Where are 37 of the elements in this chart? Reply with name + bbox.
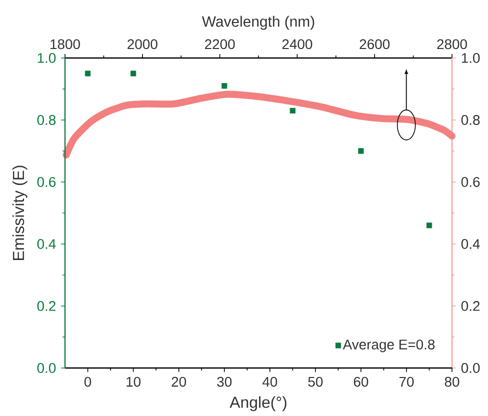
x2-tick-label: 2600: [360, 39, 390, 50]
point: [290, 108, 296, 114]
y-tick-label: 0.0: [37, 363, 56, 373]
x-tick-label: 0: [84, 376, 92, 387]
x2-tick-label: 2200: [204, 39, 235, 50]
x-tick-label: 20: [172, 376, 186, 387]
x2-tick-label: 2800: [437, 39, 467, 50]
point: [358, 148, 364, 154]
y2-tick-label: 0.2: [461, 301, 480, 311]
x2-tick-label: 1800: [50, 39, 80, 50]
y2-tick-label: 1.0: [462, 53, 480, 63]
y-axis-title: Emissivity (E): [12, 166, 28, 260]
point: [426, 222, 432, 228]
y2-tick-label: 0.0: [461, 363, 480, 373]
point: [222, 83, 228, 89]
point: [130, 70, 136, 76]
legend-label: Average E=0.8: [342, 340, 435, 352]
y2-tick-label: 0.8: [461, 115, 480, 125]
x-tick-label: 40: [262, 376, 278, 387]
x-tick-label: 60: [354, 376, 368, 387]
x-tick-label: 50: [308, 376, 323, 387]
y-tick-label: 1.0: [38, 53, 56, 63]
y-tick-label: 0.6: [37, 177, 56, 187]
point: [84, 70, 91, 76]
x-tick-label: 70: [399, 376, 414, 387]
x2-tick-label: 2400: [282, 39, 312, 50]
x-tick-label: 10: [126, 376, 141, 387]
y-tick-label: 0.2: [37, 301, 56, 311]
x-tick-label: 80: [444, 376, 460, 387]
y-tick-label: 0.8: [37, 115, 56, 125]
y2-tick-label: 0.6: [461, 177, 480, 187]
x2-axis-title: Wavelength (nm): [202, 16, 314, 30]
x-axis-title: Angle(°): [230, 396, 286, 412]
y-tick-label: 0.4: [37, 239, 56, 249]
x2-tick-label: 2000: [128, 39, 158, 50]
x-tick-label: 30: [217, 376, 232, 387]
y2-tick-label: 0.4: [461, 239, 480, 249]
